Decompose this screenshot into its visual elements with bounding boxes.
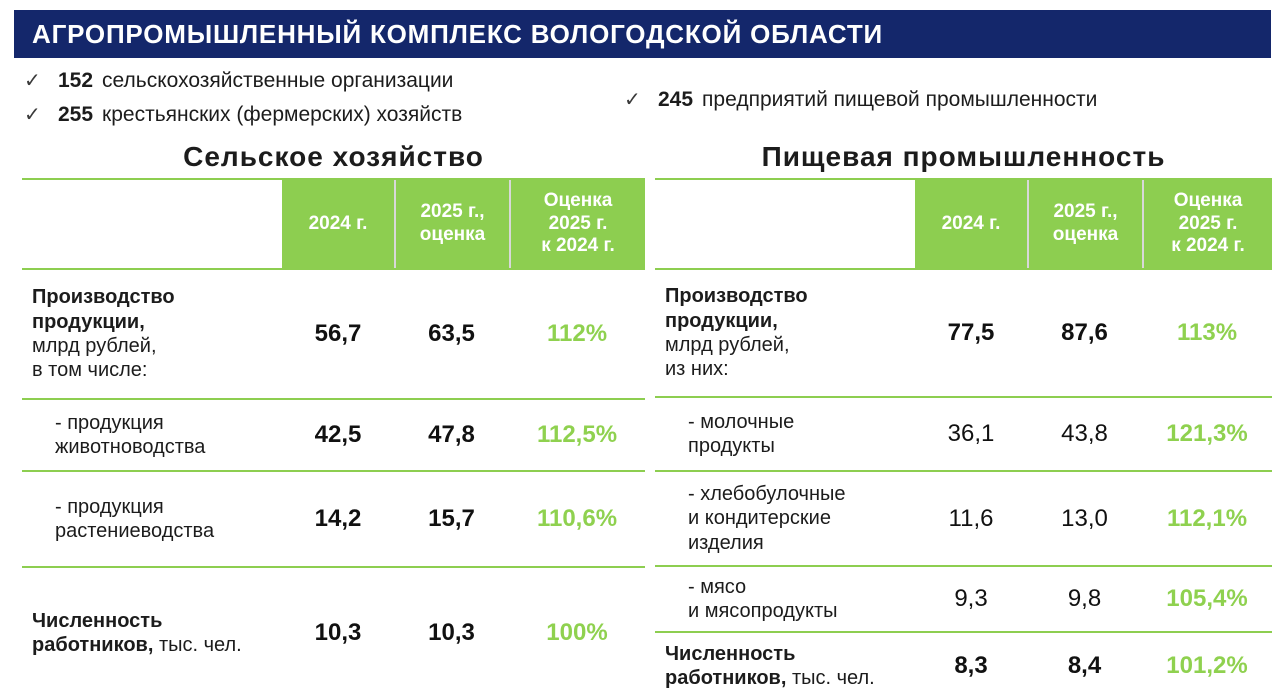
facts-left: ✓ 152 сельскохозяйственные организации ✓ 255… [24,64,624,132]
fact-item: ✓ 245 предприятий пищевой промышленности [624,83,1254,117]
check-icon: ✓ [624,89,641,111]
header-col-2024: 2024 г. [915,180,1027,268]
cell-2025-estimate: 10,3 [428,619,475,646]
cell-2025-estimate: 13,0 [1061,504,1108,532]
fact-count: 245 [658,88,694,111]
header-col-2025-estimate: 2025 г., оценка [394,180,509,268]
header-col-2024: 2024 г. [282,180,394,268]
fact-count: 255 [58,103,94,126]
row-label: Производство продукции, млрд рублей, в т… [22,285,282,383]
cell-2024: 10,3 [314,619,362,646]
cell-2025-estimate: 8,4 [1067,652,1102,679]
cell-percent: 112,1% [1166,504,1248,532]
fact-text: сельскохозяйственные организации [102,69,454,92]
row-label-text: - молочные продукты [688,410,795,457]
cell-percent: 121,3% [1166,420,1248,447]
tables-region: Сельское хозяйство 2024 г. 2025 г., оценк… [22,140,1272,699]
cell-percent: 101,2% [1166,652,1248,679]
cell-2024: 9,3 [954,585,988,612]
row-label-text: млрд рублей, из них: [665,334,790,381]
cell-2025-estimate: 47,8 [428,421,475,448]
fact-item: ✓ 152 сельскохозяйственные организации [24,64,624,98]
table-row: Производство продукции, млрд рублей, из … [655,270,1272,398]
cell-2025-estimate: 9,8 [1067,585,1102,612]
row-label-text: тыс. чел. [786,667,875,689]
table-row: - хлебобулочные и кондитерские изделия 11… [655,472,1272,567]
facts-right: ✓ 245 предприятий пищевой промышленности [624,64,1254,132]
table-title-agriculture: Сельское хозяйство [183,141,484,172]
row-label-text: - продукция растениеводства [55,495,215,542]
row-label-text: - мясо и мясопродукты [688,575,838,622]
cell-percent: 100% [546,619,608,646]
row-label: Численность работников, тыс. чел. [22,609,282,658]
row-label: - продукция растениеводства [22,495,282,544]
fact-text: крестьянских (фермерских) хозяйств [102,103,463,126]
page-title: АГРОПРОМЫШЛЕННЫЙ КОМПЛЕКС ВОЛОГОДСКОЙ ОБ… [14,10,1271,58]
check-icon: ✓ [24,104,41,126]
row-label-text: тыс. чел. [153,634,242,656]
row-label: - молочные продукты [655,410,915,459]
facts-region: ✓ 152 сельскохозяйственные организации ✓ 255… [24,64,1264,132]
cell-percent: 105,4% [1166,585,1248,612]
fact-item: ✓ 255 крестьянских (фермерских) хозяйств [24,98,624,132]
cell-percent: 110,6% [536,505,618,532]
header-col-ratio: Оценка 2025 г. к 2024 г. [1142,180,1272,268]
cell-2024: 8,3 [954,652,988,679]
fact-text: предприятий пищевой промышленности [702,88,1098,111]
header-col-2025-estimate: 2025 г., оценка [1027,180,1142,268]
table-row: Производство продукции, млрд рублей, в т… [22,270,645,400]
row-label-bold: Численность работников, [32,609,163,656]
table-row: Численность работников, тыс. чел. 8,3 8,4 1… [655,633,1272,699]
cell-percent: 112% [546,320,608,347]
food-industry-table: Пищевая промышленность 2024 г. 2025 г., о… [655,140,1272,699]
table-header: 2024 г. 2025 г., оценка Оценка 2025 г. к 2… [655,178,1272,270]
header-empty-cell [655,180,915,268]
cell-2024: 36,1 [947,420,995,447]
row-label: - хлебобулочные и кондитерские изделия [655,482,915,555]
table-row: Численность работников, тыс. чел. 10,3 10,… [22,568,645,698]
row-label-bold: Производство продукции, [665,285,808,332]
table-body: Производство продукции, млрд рублей, в т… [22,270,645,698]
row-label: - продукция животноводства [22,411,282,460]
cell-2024: 56,7 [314,320,362,347]
table-row: - продукция растениеводства 14,2 15,7 110,6… [22,472,645,568]
row-label-text: млрд рублей, в том числе: [32,335,157,382]
cell-2024: 11,6 [948,504,994,532]
table-row: - молочные продукты 36,1 43,8 121,3% [655,398,1272,472]
cell-percent: 113% [1176,319,1238,346]
row-label-bold: Численность работников, [665,642,796,689]
table-body: Производство продукции, млрд рублей, из … [655,270,1272,699]
table-row: - мясо и мясопродукты 9,3 9,8 105,4% [655,567,1272,633]
cell-2024: 42,5 [314,421,362,448]
header-empty-cell [22,180,282,268]
cell-2024: 14,2 [314,505,362,532]
agriculture-table: Сельское хозяйство 2024 г. 2025 г., оценк… [22,140,645,699]
table-title-food: Пищевая промышленность [761,141,1166,172]
row-label-text: - продукция животноводства [55,411,206,458]
cell-2025-estimate: 63,5 [428,320,475,347]
row-label-bold: Производство продукции, [32,286,175,333]
table-row: - продукция животноводства 42,5 47,8 112,5% [22,400,645,472]
cell-percent: 112,5% [536,421,618,448]
cell-2025-estimate: 15,7 [428,505,475,532]
header-col-ratio: Оценка 2025 г. к 2024 г. [509,180,645,268]
row-label: Численность работников, тыс. чел. [655,642,915,691]
cell-2025-estimate: 43,8 [1061,420,1108,447]
row-label-text: - хлебобулочные и кондитерские изделия [688,482,846,554]
cell-2025-estimate: 87,6 [1061,319,1108,346]
row-label: Производство продукции, млрд рублей, из … [655,284,915,382]
fact-count: 152 [58,69,94,92]
table-header: 2024 г. 2025 г., оценка Оценка 2025 г. к 2… [22,178,645,270]
row-label: - мясо и мясопродукты [655,575,915,624]
check-icon: ✓ [24,70,41,92]
cell-2024: 77,5 [947,319,995,346]
